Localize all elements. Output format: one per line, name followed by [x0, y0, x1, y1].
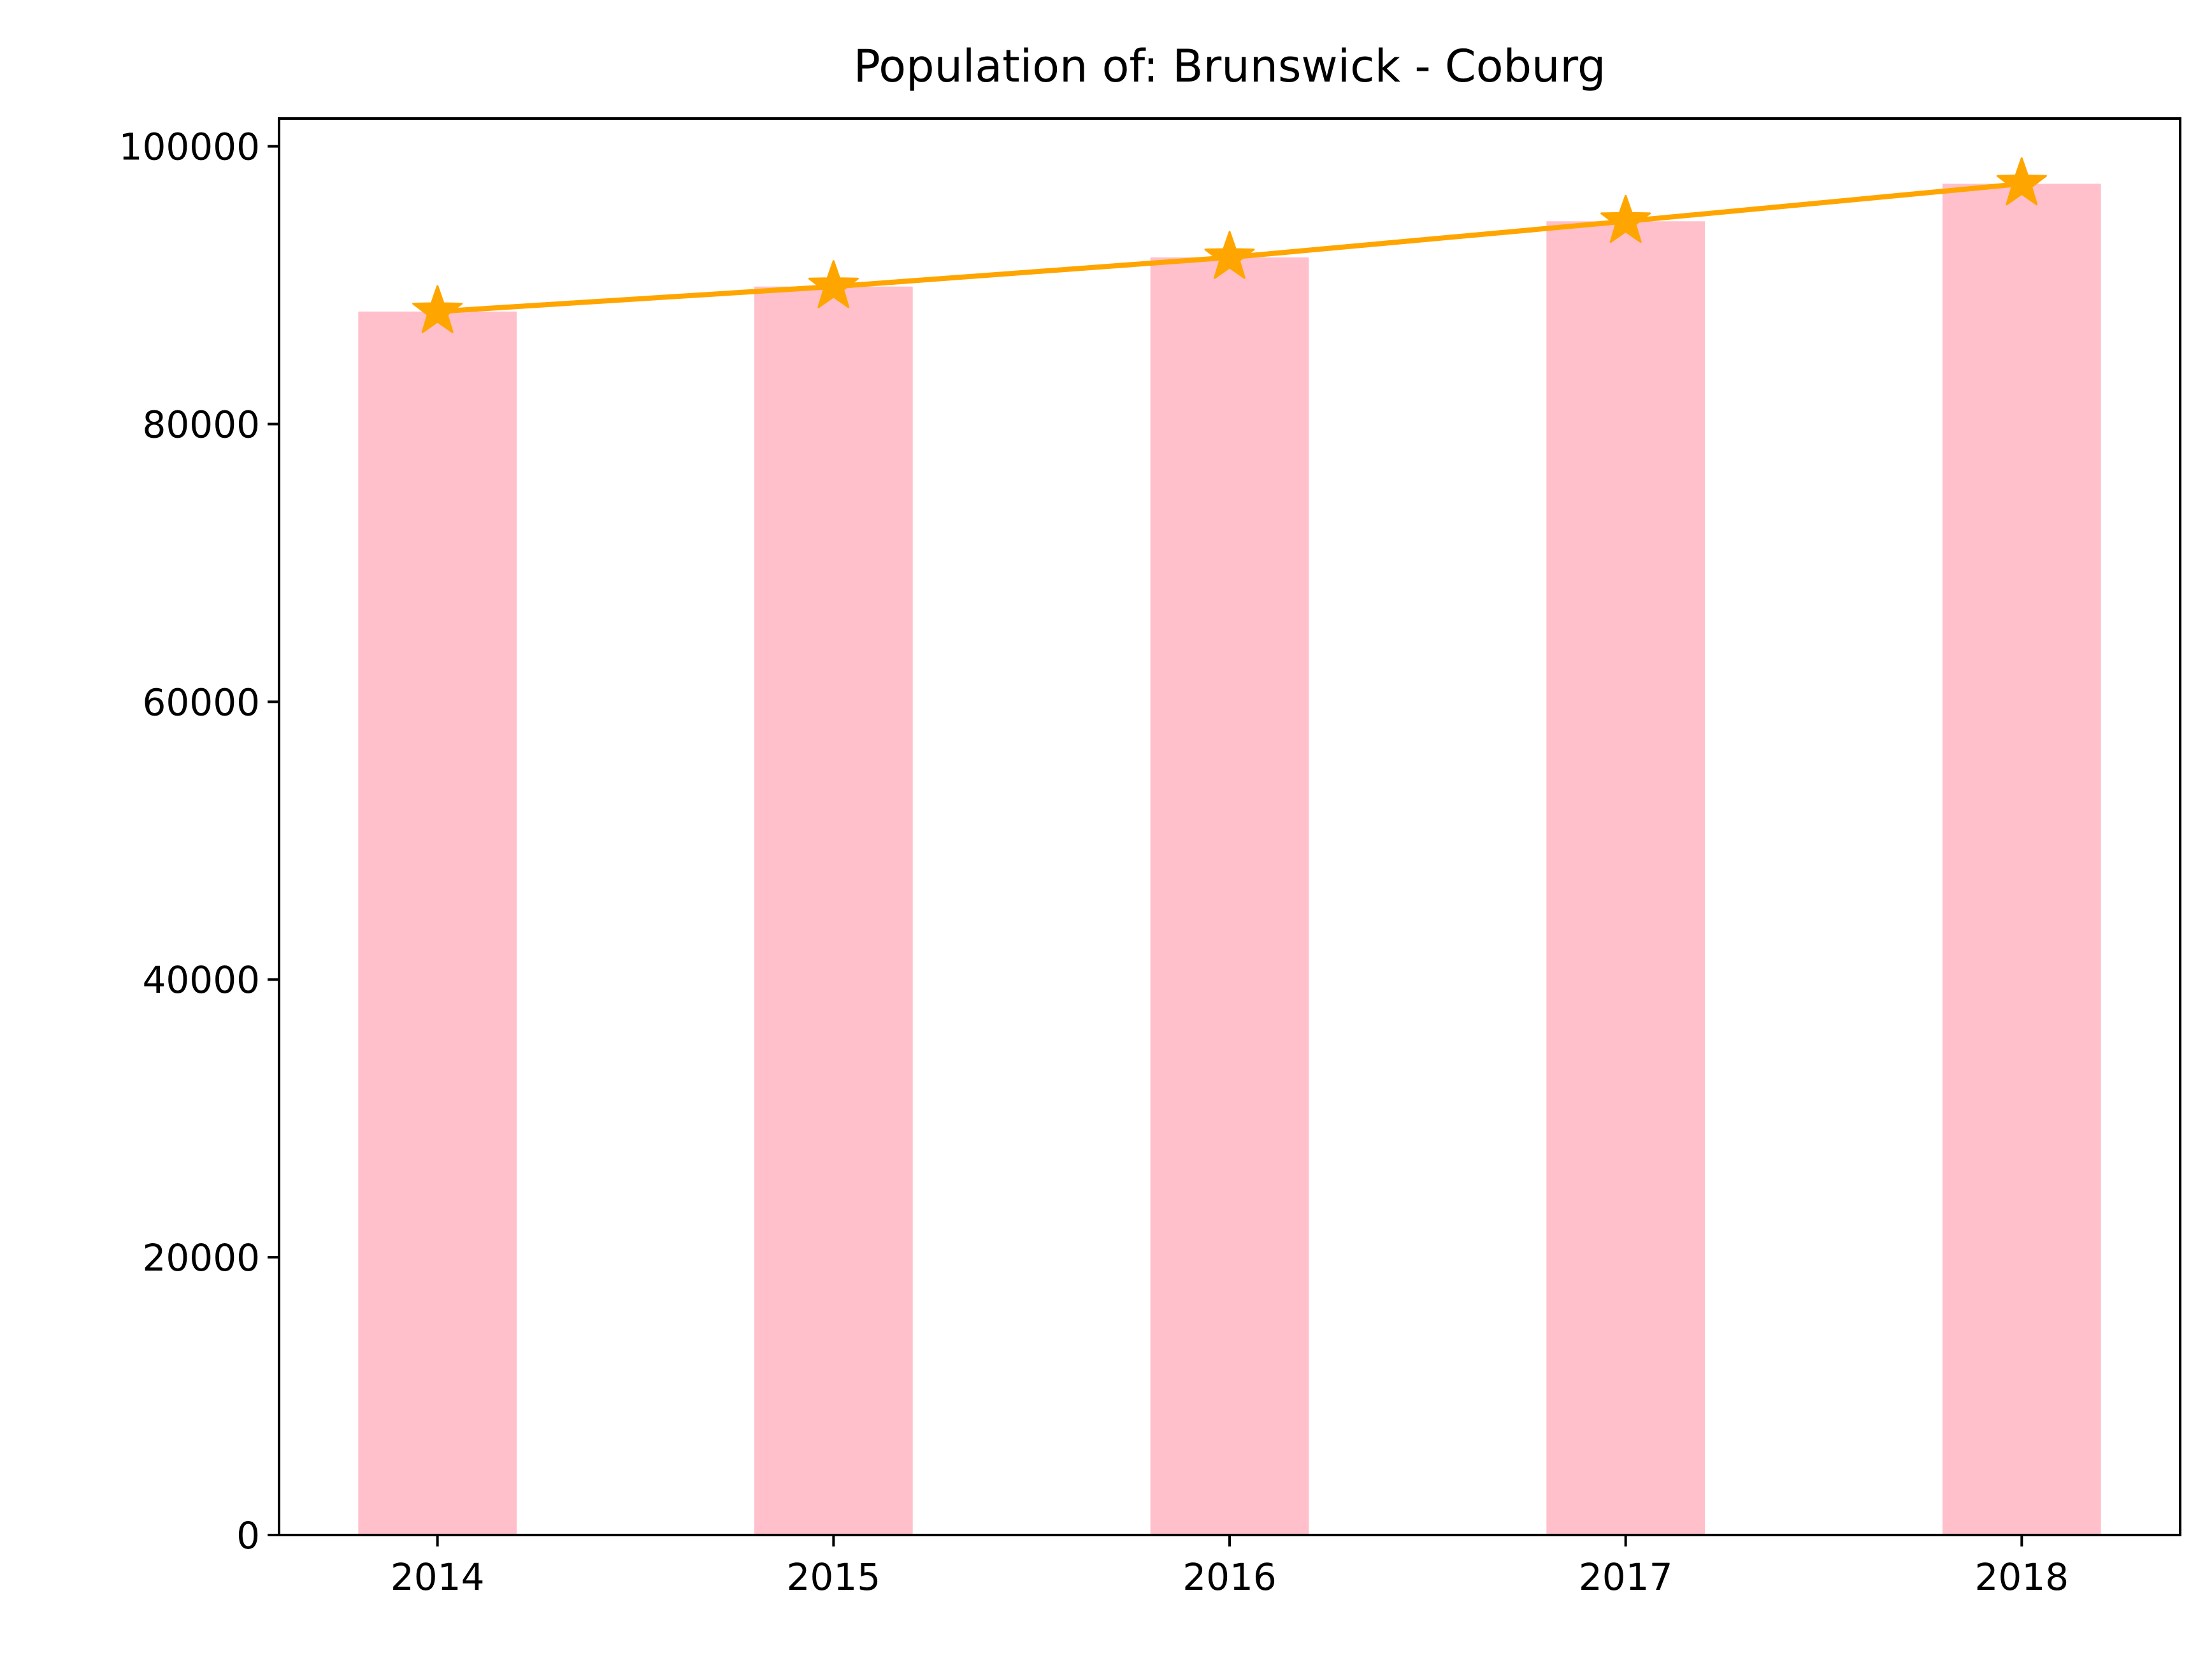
line-series-group [412, 157, 2047, 333]
y-tick-label: 20000 [142, 1236, 260, 1280]
chart-title: Population of: Brunswick - Coburg [854, 40, 1606, 92]
bar-2014 [358, 311, 517, 1535]
y-tick-label: 40000 [142, 958, 260, 1002]
x-tick-label: 2016 [1182, 1555, 1277, 1599]
x-tick-label: 2015 [787, 1555, 881, 1599]
bar-2018 [1943, 184, 2101, 1535]
bar-2017 [1546, 221, 1705, 1536]
y-tick-label: 0 [236, 1514, 260, 1557]
x-axis: 2014 2015 2016 2017 2018 [391, 1535, 2069, 1599]
star-marker-2018 [1996, 157, 2047, 206]
y-axis: 0 20000 40000 60000 80000 100000 [119, 126, 279, 1557]
y-tick-label: 80000 [142, 403, 260, 446]
bar-2016 [1150, 257, 1309, 1535]
star-marker-2016 [1204, 231, 1255, 279]
star-marker-2017 [1600, 194, 1651, 243]
plot-frame [278, 117, 2181, 1536]
y-tick-label: 60000 [142, 681, 260, 724]
star-marker-2014 [412, 285, 463, 333]
bar-2015 [754, 286, 913, 1535]
star-marker-2015 [808, 260, 859, 308]
x-tick-label: 2018 [1975, 1555, 2069, 1599]
y-tick-label: 100000 [119, 126, 260, 169]
x-tick-label: 2017 [1579, 1555, 1673, 1599]
bar-group [358, 184, 2101, 1536]
x-tick-label: 2014 [391, 1555, 485, 1599]
